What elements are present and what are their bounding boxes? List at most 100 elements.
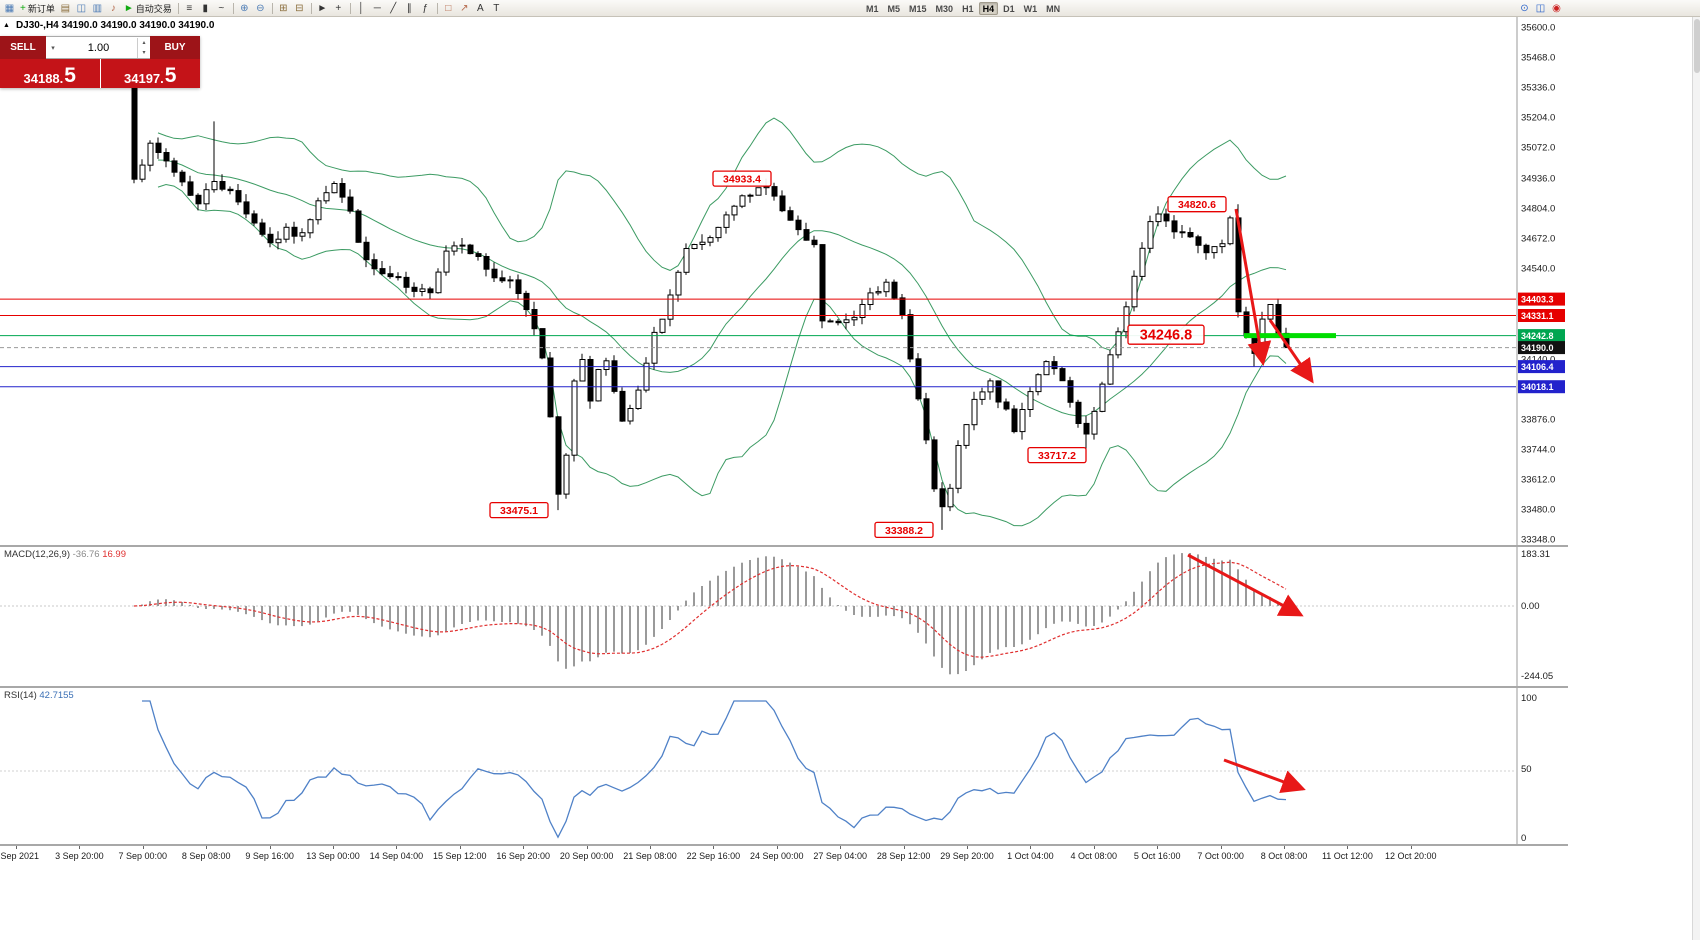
trendline-icon-glyph: ╱ bbox=[390, 2, 397, 14]
macd-arrow[interactable] bbox=[1187, 553, 1304, 617]
text-icon-glyph: A bbox=[476, 2, 484, 14]
vertical-line-icon[interactable]: │ bbox=[354, 2, 369, 16]
arrange-windows-icon[interactable]: ⊟ bbox=[292, 2, 307, 16]
line-chart-icon[interactable]: ~ bbox=[214, 2, 229, 16]
channel-icon-glyph: ∥ bbox=[406, 2, 412, 14]
buy-price-display[interactable]: 34197. 5 bbox=[100, 59, 200, 88]
rsi-axis[interactable]: 100 50 0 bbox=[1521, 693, 1537, 844]
volume-input[interactable]: 1.00 bbox=[87, 41, 110, 54]
autotrading-button-glyph: ► bbox=[123, 2, 134, 14]
cursor-icon[interactable]: ► bbox=[315, 2, 330, 16]
svg-text:35468.0: 35468.0 bbox=[1521, 53, 1555, 64]
timeframe-button-m5[interactable]: M5 bbox=[887, 3, 901, 14]
sound-icon[interactable]: ♪ bbox=[106, 2, 121, 16]
arrows-tool-icon[interactable]: ↗ bbox=[457, 2, 472, 16]
svg-text:33717.2: 33717.2 bbox=[1038, 450, 1076, 462]
expand-triangle-icon[interactable]: ▲ bbox=[3, 22, 10, 29]
time-axis-label: 7 Oct 00:00 bbox=[1197, 851, 1244, 861]
alerts-icon[interactable]: ◫ bbox=[1533, 2, 1548, 16]
time-tick bbox=[967, 846, 968, 849]
search-icon[interactable]: ⊙ bbox=[1517, 2, 1532, 16]
channel-icon[interactable]: ∥ bbox=[402, 2, 417, 16]
market-watch-icon[interactable]: ◫ bbox=[74, 2, 89, 16]
vertical-line-icon-glyph: │ bbox=[358, 2, 365, 14]
time-tick bbox=[713, 846, 715, 849]
volume-dropdown-button[interactable]: ▾ bbox=[51, 44, 55, 52]
symbol-ohlc-text: DJ30-,H4 34190.0 34190.0 34190.0 34190.0 bbox=[15, 20, 215, 31]
timeframe-button-mn[interactable]: MN bbox=[1046, 3, 1061, 14]
horizontal-line-icon[interactable]: ─ bbox=[370, 2, 385, 16]
market-watch-icon-glyph: ◫ bbox=[76, 2, 87, 14]
new-order-button[interactable]: + 新订单 bbox=[18, 2, 57, 16]
vertical-scrollbar[interactable] bbox=[1692, 17, 1700, 940]
time-tick bbox=[1093, 846, 1095, 849]
text-label-icon[interactable]: T bbox=[489, 2, 504, 16]
volume-down-button[interactable]: ▾ bbox=[142, 49, 146, 56]
rsi-panel[interactable]: 100 50 0 RSI(14) 42.7155 bbox=[0, 688, 1700, 844]
macd-axis[interactable]: 183.31 0.00 -244.05 bbox=[1521, 549, 1553, 682]
arrows-tool-icon-glyph: ↗ bbox=[460, 2, 469, 14]
main-chart[interactable]: 34933.4 34820.6 34246.8 33475.1 33717.2 33388… bbox=[0, 17, 1700, 545]
time-tick bbox=[333, 846, 334, 849]
text-icon[interactable]: A bbox=[473, 2, 488, 16]
new-order-button-label: 新订单 bbox=[27, 4, 55, 14]
toolbar-separator bbox=[436, 3, 438, 14]
chart-window-icon[interactable]: ▦ bbox=[2, 2, 17, 16]
scrollbar-thumb[interactable] bbox=[1694, 19, 1700, 73]
time-tick bbox=[840, 846, 842, 849]
timeframe-button-h1[interactable]: H1 bbox=[962, 3, 974, 14]
data-window-icon[interactable]: ▥ bbox=[90, 2, 105, 16]
autotrading-button[interactable]: ► 自动交易 bbox=[122, 2, 174, 16]
time-axis-label: 24 Sep 00:00 bbox=[750, 851, 804, 861]
svg-text:33388.2: 33388.2 bbox=[885, 525, 923, 537]
timeframe-button-m15[interactable]: M15 bbox=[909, 3, 927, 14]
price-axis[interactable]: 35600.0 35468.0 35336.0 35204.0 35072.0 34936… bbox=[1516, 17, 1565, 546]
timeframe-button-w1[interactable]: W1 bbox=[1023, 3, 1038, 14]
timeframe-button-m1[interactable]: M1 bbox=[866, 3, 879, 14]
zoom-out-icon[interactable]: ⊖ bbox=[253, 2, 268, 16]
time-tick bbox=[776, 846, 778, 849]
tile-windows-icon[interactable]: ⊞ bbox=[276, 2, 291, 16]
time-tick bbox=[1284, 846, 1285, 849]
volume-spinner: ▴ ▾ bbox=[137, 37, 150, 58]
arrange-windows-icon-glyph: ⊟ bbox=[295, 2, 304, 14]
time-tick bbox=[523, 846, 525, 849]
buy-price-big-digit: 5 bbox=[164, 64, 177, 88]
sell-price-display[interactable]: 34188. 5 bbox=[0, 59, 100, 88]
autotrading-button-label: 自动交易 bbox=[135, 4, 172, 14]
macd-panel[interactable]: 183.31 0.00 -244.05 MACD(12,26,9) -36.76 16… bbox=[0, 547, 1700, 686]
zoom-in-icon[interactable]: ⊕ bbox=[237, 2, 252, 16]
crosshair-icon[interactable]: + bbox=[331, 2, 346, 16]
record-icon[interactable]: ◉ bbox=[1549, 2, 1564, 16]
fibonacci-icon[interactable]: ƒ bbox=[418, 2, 433, 16]
zoom-in-icon-glyph: ⊕ bbox=[240, 2, 249, 14]
trendline-icon[interactable]: ╱ bbox=[386, 2, 401, 16]
rsi-arrow[interactable] bbox=[1223, 758, 1306, 794]
panel-separator[interactable] bbox=[0, 545, 1568, 547]
trend-arrows[interactable] bbox=[1234, 208, 1314, 384]
price-callouts[interactable]: 34933.4 34820.6 34246.8 33475.1 33717.2 33388… bbox=[489, 170, 1227, 539]
profiles-icon[interactable]: ▤ bbox=[58, 2, 73, 16]
trend-arrow[interactable] bbox=[1268, 319, 1314, 384]
timeframe-button-h4[interactable]: H4 bbox=[978, 2, 999, 15]
shapes-icon[interactable]: □ bbox=[441, 2, 456, 16]
svg-text:35204.0: 35204.0 bbox=[1521, 113, 1555, 124]
svg-text:34804.0: 34804.0 bbox=[1521, 204, 1555, 215]
svg-text:34018.1: 34018.1 bbox=[1521, 382, 1554, 392]
trend-arrow[interactable] bbox=[1234, 208, 1272, 366]
timeframe-button-m30[interactable]: M30 bbox=[935, 3, 954, 14]
svg-text:34933.4: 34933.4 bbox=[723, 174, 761, 186]
candlestick-chart-icon[interactable]: ▮ bbox=[198, 2, 213, 16]
svg-text:33348.0: 33348.0 bbox=[1521, 535, 1555, 546]
svg-text:100: 100 bbox=[1521, 693, 1537, 704]
volume-up-button[interactable]: ▴ bbox=[142, 39, 146, 46]
sell-button[interactable]: SELL bbox=[0, 36, 46, 59]
time-axis-label: 3 Sep 20:00 bbox=[55, 851, 104, 861]
time-axis-label: 4 Oct 08:00 bbox=[1070, 851, 1118, 861]
bar-chart-icon[interactable]: ≡ bbox=[182, 2, 197, 16]
time-axis[interactable]: 2 Sep 2021 3 Sep 20:00 7 Sep 00:00 8 Sep 08… bbox=[0, 846, 1568, 866]
svg-text:34190.0: 34190.0 bbox=[1521, 343, 1554, 353]
buy-button[interactable]: BUY bbox=[150, 36, 200, 59]
timeframe-button-d1[interactable]: D1 bbox=[1003, 3, 1015, 14]
panel-separator[interactable] bbox=[0, 686, 1568, 688]
